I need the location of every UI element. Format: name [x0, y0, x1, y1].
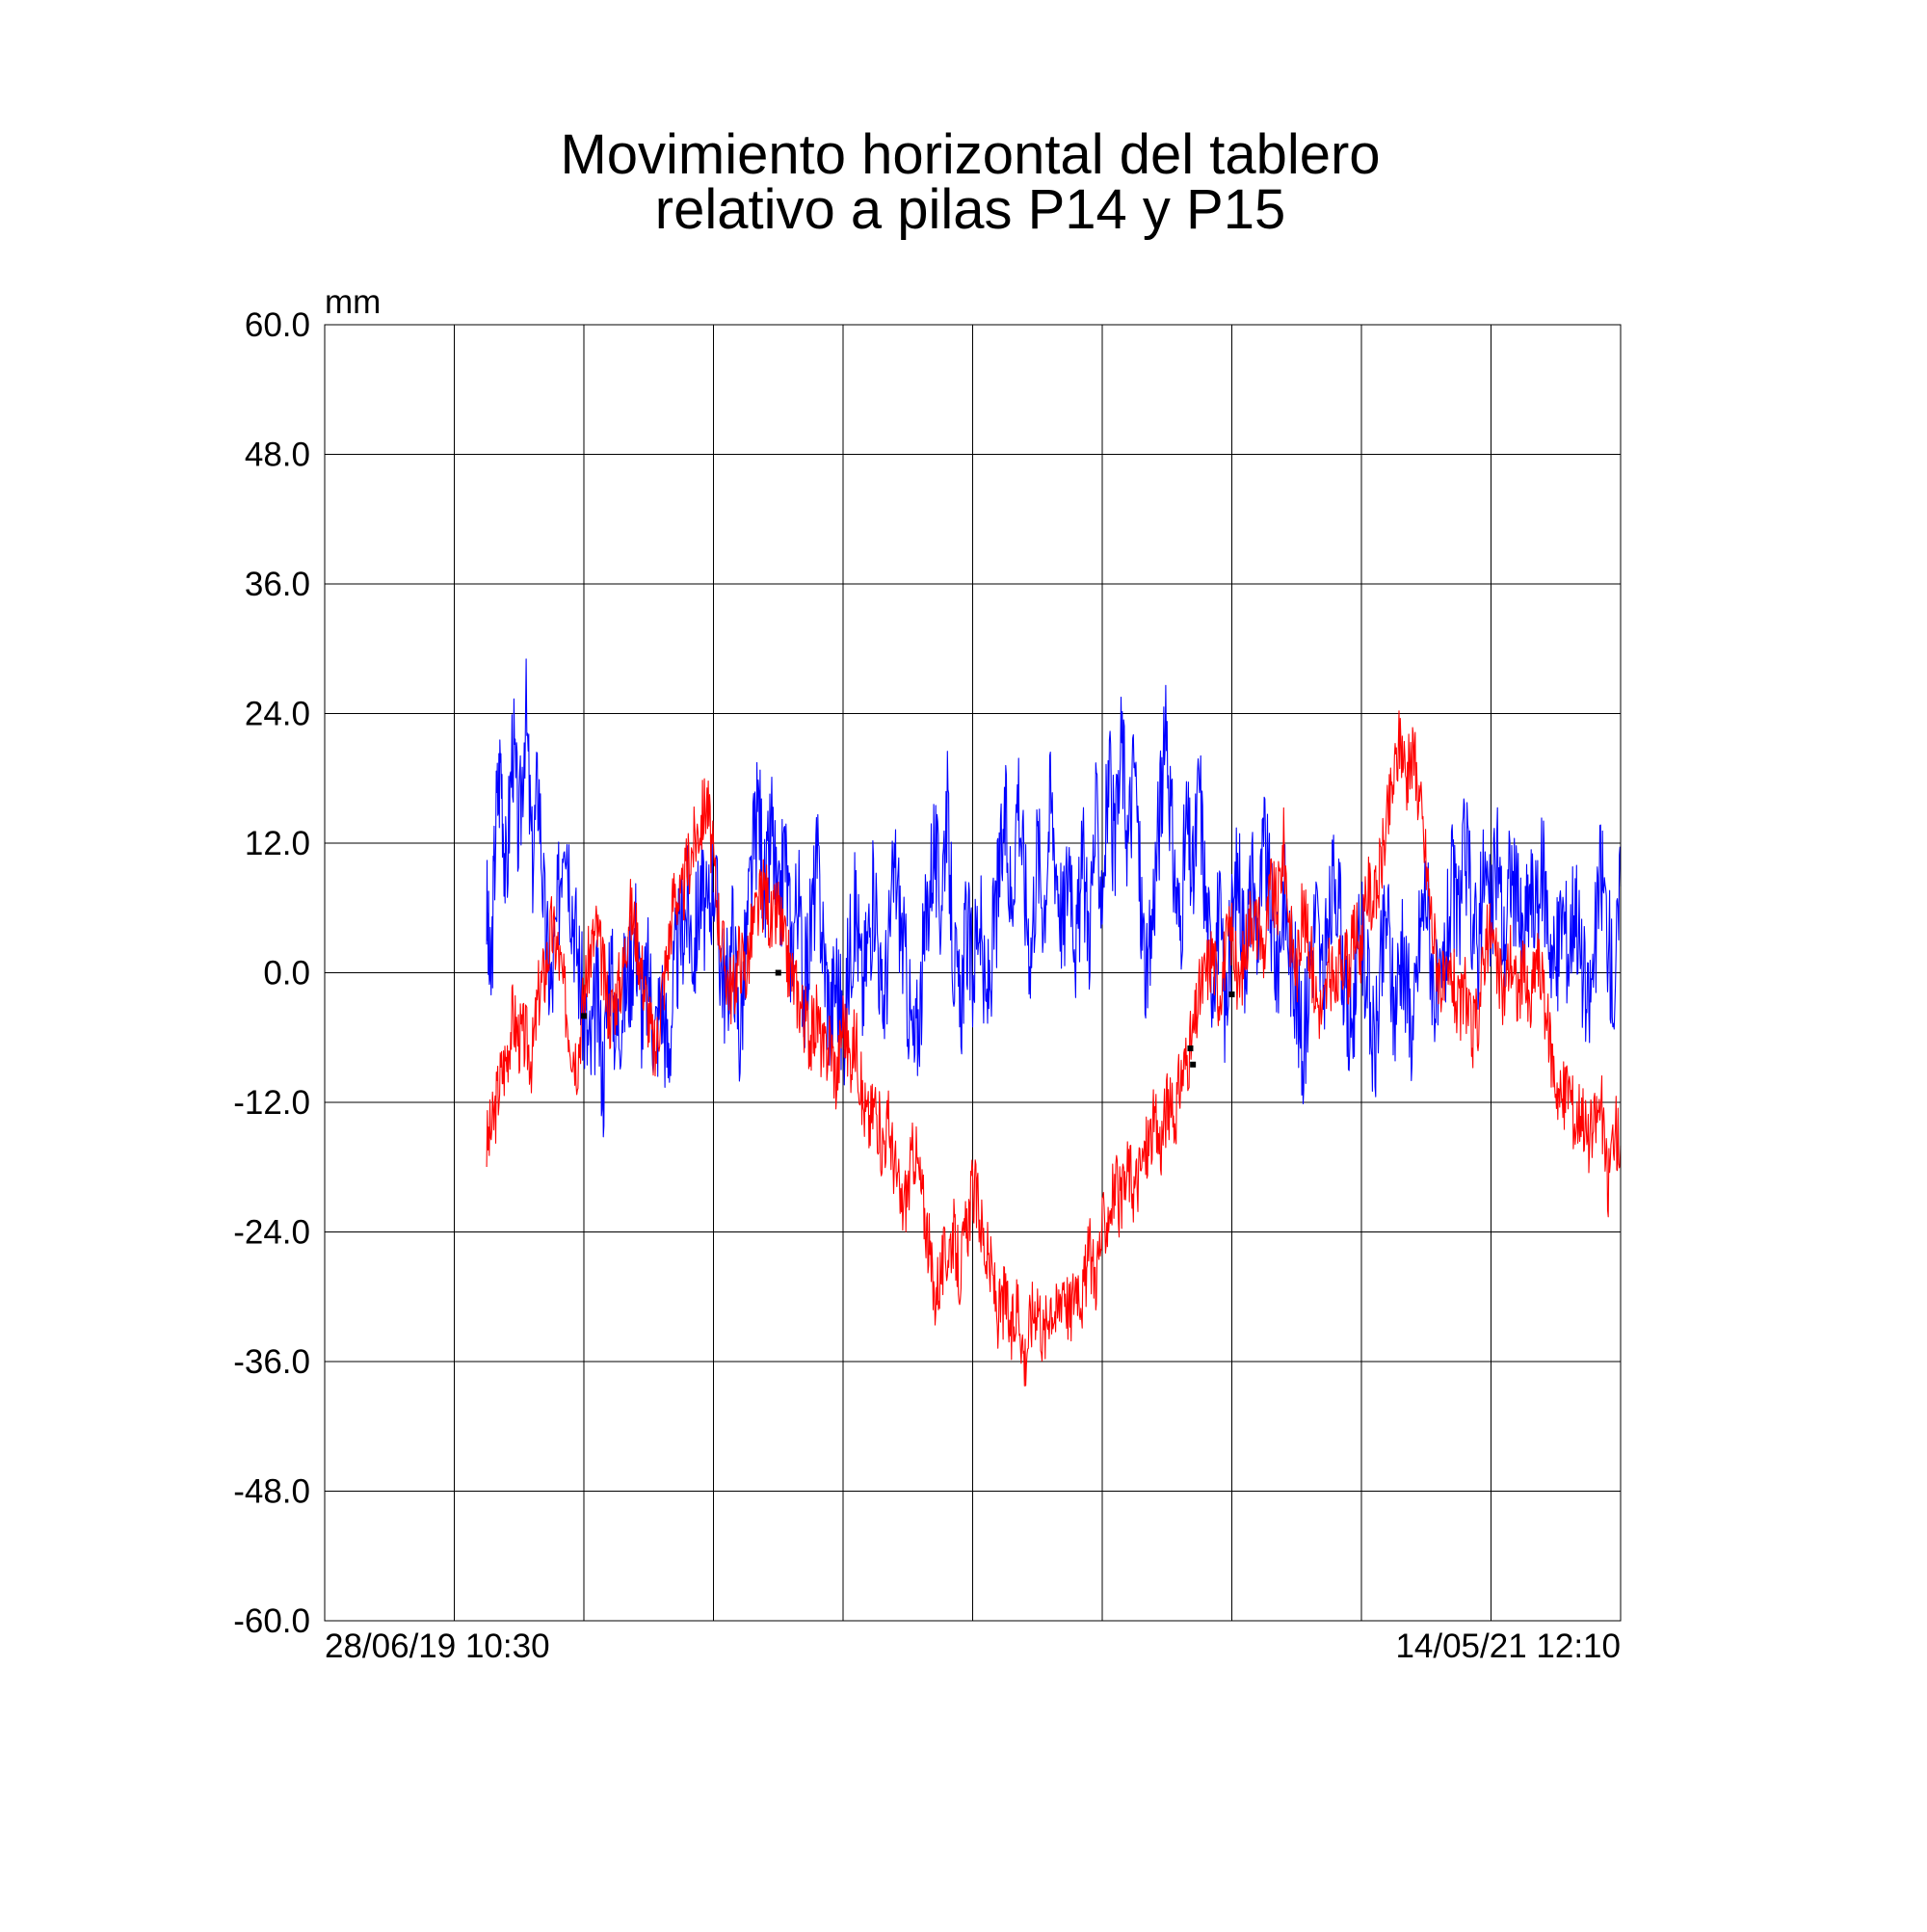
y-tick-label: 24.0 — [245, 696, 310, 733]
chart-title-line-1: Movimiento horizontal del tablero — [560, 123, 1380, 186]
y-tick-label: -24.0 — [233, 1214, 310, 1252]
y-tick-label: -60.0 — [233, 1602, 310, 1640]
y-tick-label: -36.0 — [233, 1343, 310, 1381]
data-marker — [775, 969, 781, 976]
chart-title-line-2: relativo a pilas P14 y P15 — [655, 178, 1285, 241]
y-tick-label: -48.0 — [233, 1473, 310, 1511]
data-marker — [1228, 991, 1235, 997]
y-tick-labels: 60.0 48.0 36.0 24.0 12.0 0.0 -12.0 -24.0 -36.0 -4… — [233, 306, 310, 1640]
y-tick-label: 48.0 — [245, 437, 310, 474]
series-line-p15 — [486, 710, 1622, 1387]
y-tick-label: 36.0 — [245, 566, 310, 603]
y-axis-unit-label: mm — [325, 283, 381, 321]
marker-group — [581, 969, 1235, 1068]
plot-frame — [324, 324, 1622, 1622]
series-group — [486, 658, 1622, 1387]
y-tick-label: 0.0 — [263, 955, 310, 992]
data-marker — [1187, 1045, 1194, 1051]
series-line-p14 — [486, 658, 1622, 1138]
x-end-date-label: 14/05/21 12:10 — [1395, 1628, 1621, 1665]
data-marker — [1190, 1061, 1197, 1068]
y-tick-label: -12.0 — [233, 1084, 310, 1122]
data-marker — [581, 1013, 587, 1019]
y-tick-label: 12.0 — [245, 825, 310, 862]
x-start-date-label: 28/06/19 10:30 — [325, 1628, 550, 1665]
y-tick-label: 60.0 — [245, 306, 310, 344]
